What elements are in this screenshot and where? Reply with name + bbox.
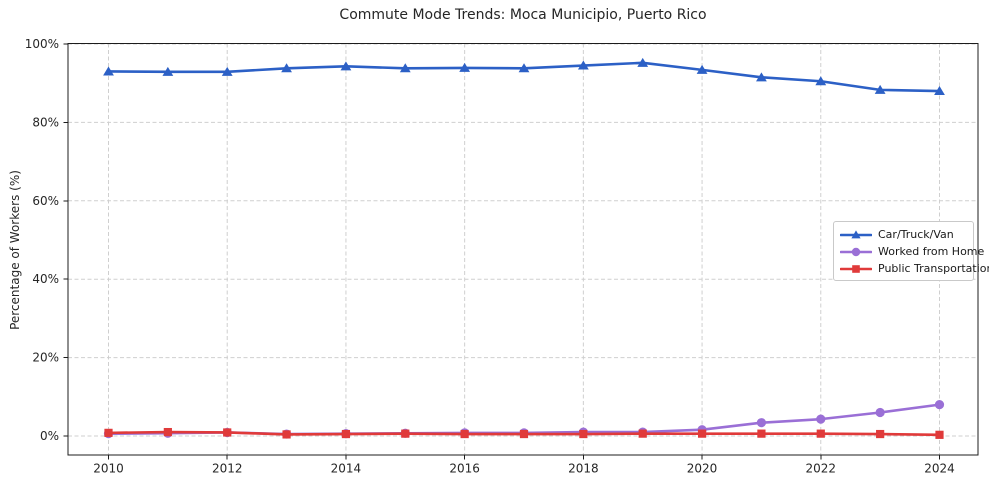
data-point-triangle	[874, 84, 886, 94]
data-point-triangle	[459, 62, 471, 72]
legend-sample-circle-icon	[840, 247, 872, 256]
x-tick-label: 2024	[924, 462, 955, 476]
legend-item-worked-from-home: Worked from Home	[840, 243, 984, 260]
legend-sample-square-icon	[840, 264, 872, 273]
data-point-square	[638, 429, 647, 438]
x-tick-label: 2020	[687, 462, 718, 476]
y-tick-label: 40%	[32, 272, 59, 286]
data-point-square	[223, 428, 232, 437]
data-point-square	[816, 429, 825, 438]
data-point-triangle	[577, 60, 589, 70]
x-tick-label: 2010	[93, 462, 124, 476]
x-tick-label: 2014	[331, 462, 362, 476]
data-point-square	[697, 429, 707, 438]
data-point-triangle	[815, 76, 827, 86]
data-point-triangle	[518, 63, 530, 73]
data-point-circle	[756, 418, 767, 428]
data-point-square	[876, 429, 885, 439]
data-point-square	[757, 429, 766, 438]
legend-label: Worked from Home	[878, 245, 985, 258]
x-tick-label: 2016	[449, 462, 480, 476]
data-point-square	[341, 429, 351, 439]
data-point-circle	[875, 407, 885, 418]
data-point-square	[282, 430, 291, 439]
legend: Car/Truck/Van Worked from Home Public Tr…	[833, 221, 989, 281]
data-point-triangle	[340, 61, 352, 71]
x-tick-label: 2012	[212, 462, 243, 476]
legend-sample-triangle-icon	[840, 229, 872, 238]
y-tick-label: 100%	[25, 37, 59, 51]
x-tick-label: 2018	[568, 462, 599, 476]
legend-label: Car/Truck/Van	[878, 228, 954, 241]
data-point-square	[935, 430, 944, 439]
y-tick-label: 60%	[32, 194, 59, 208]
y-tick-label: 20%	[32, 351, 59, 365]
data-point-square	[519, 429, 529, 439]
data-point-triangle	[281, 63, 292, 73]
data-point-circle	[816, 414, 826, 424]
data-point-triangle	[162, 66, 174, 76]
data-point-circle	[934, 400, 945, 410]
data-point-triangle	[399, 63, 411, 73]
y-tick-label: 80%	[32, 115, 59, 129]
y-tick-label: 0%	[40, 429, 59, 443]
x-tick-label: 2022	[806, 462, 837, 476]
data-point-triangle	[756, 72, 767, 82]
data-point-square	[579, 429, 588, 439]
legend-item-public-transportation: Public Transportation	[840, 260, 989, 277]
data-point-square	[104, 428, 113, 437]
data-point-square	[401, 429, 410, 438]
legend-item-car-truck-van: Car/Truck/Van	[840, 226, 967, 243]
data-point-square	[460, 429, 469, 439]
data-point-square	[163, 427, 172, 437]
legend-label: Public Transportation	[878, 262, 989, 275]
chart-title: Commute Mode Trends: Moca Municipio, Pue…	[339, 7, 707, 23]
data-point-triangle	[637, 57, 649, 67]
data-point-triangle	[221, 66, 233, 76]
data-point-triangle	[934, 86, 945, 96]
plot-border	[67, 43, 979, 456]
data-point-triangle	[696, 64, 708, 74]
data-point-triangle	[103, 66, 114, 76]
